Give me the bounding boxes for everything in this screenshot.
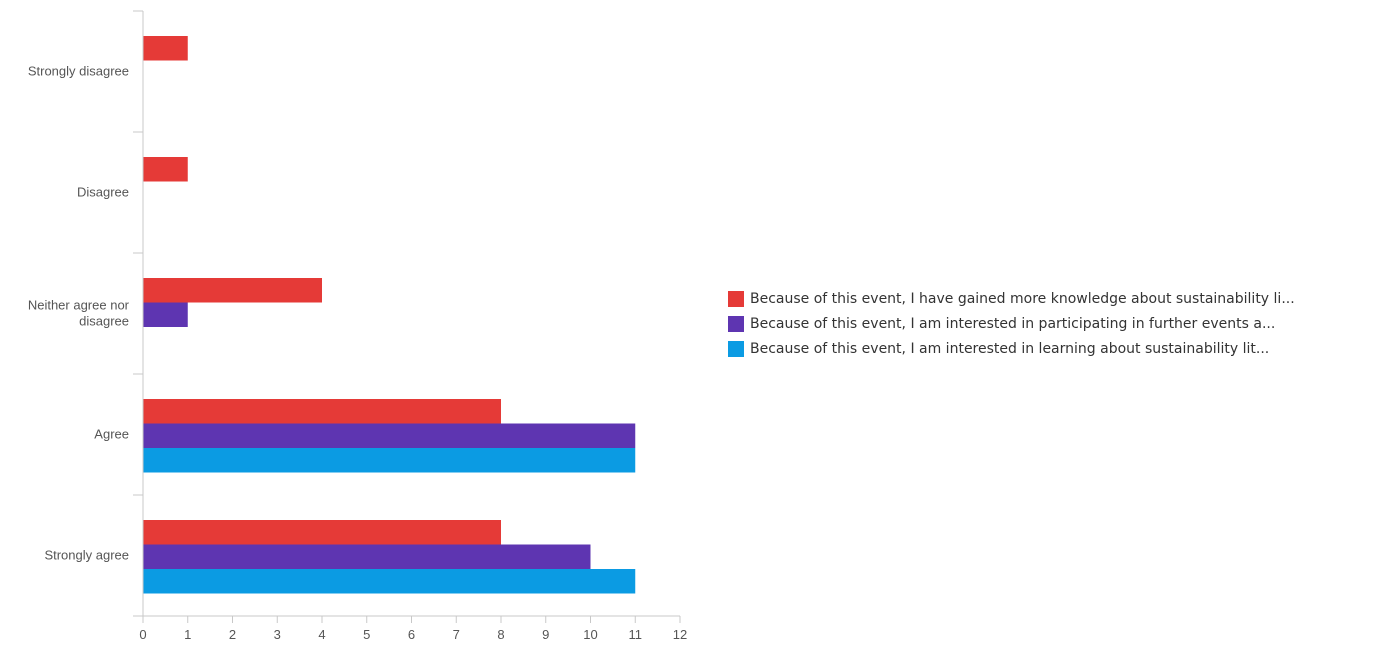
legend-label: Because of this event, I am interested i…: [750, 340, 1270, 357]
legend-item[interactable]: Because of this event, I am interested i…: [728, 336, 1295, 361]
x-tick-label: 8: [497, 627, 504, 642]
x-tick-label: 1: [184, 627, 191, 642]
bars-group: [143, 36, 636, 594]
x-tick-label: 4: [318, 627, 325, 642]
x-tick-label: 7: [453, 627, 460, 642]
bar[interactable]: [143, 157, 188, 182]
bar[interactable]: [143, 399, 501, 424]
legend-item[interactable]: Because of this event, I have gained mor…: [728, 286, 1295, 311]
category-label: Strongly disagree: [28, 64, 129, 79]
x-tick-label: 9: [542, 627, 549, 642]
x-tick-label: 12: [673, 627, 687, 642]
legend-swatch: [728, 315, 744, 332]
x-tick-label: 6: [408, 627, 415, 642]
bar[interactable]: [143, 278, 322, 303]
category-label: Strongly agree: [44, 548, 129, 563]
bar[interactable]: [143, 448, 636, 473]
bar[interactable]: [143, 302, 188, 328]
bar[interactable]: [143, 569, 636, 594]
bar[interactable]: [143, 36, 188, 61]
category-label: Agree: [94, 427, 129, 442]
x-tick-label: 0: [139, 627, 146, 642]
x-tick-labels: 0 1 2 3 4 5 6 7 8 9 10 11 12: [139, 627, 687, 642]
bar[interactable]: [143, 544, 591, 570]
x-tick-label: 11: [629, 627, 643, 642]
category-labels: Strongly disagree Disagree Neither agree n…: [28, 64, 130, 563]
x-tick-label: 3: [274, 627, 281, 642]
x-tick-label: 10: [583, 627, 597, 642]
category-label: Neither agree nor disagree: [28, 298, 130, 329]
legend-swatch: [728, 290, 744, 307]
axes: [133, 10, 681, 623]
x-tick-label: 5: [363, 627, 370, 642]
legend-label: Because of this event, I am interested i…: [750, 315, 1276, 332]
legend-swatch: [728, 340, 744, 357]
x-tick-label: 2: [229, 627, 236, 642]
bar[interactable]: [143, 520, 501, 545]
bar[interactable]: [143, 423, 636, 449]
legend-item[interactable]: Because of this event, I am interested i…: [728, 311, 1295, 336]
category-label: Disagree: [77, 185, 129, 200]
legend-label: Because of this event, I have gained mor…: [750, 290, 1295, 307]
legend: Because of this event, I have gained mor…: [728, 286, 1295, 361]
